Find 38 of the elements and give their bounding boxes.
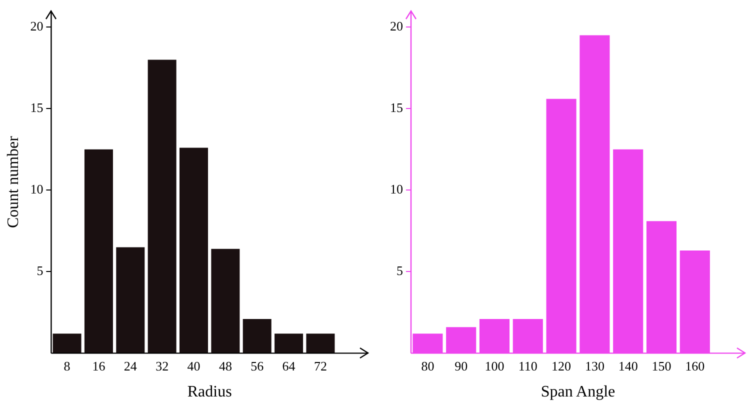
bar xyxy=(148,60,176,354)
y-tick-label: 15 xyxy=(390,100,403,116)
x-tick-label: 56 xyxy=(250,358,264,374)
x-tick-label: 40 xyxy=(187,358,200,374)
x-tick-label: 80 xyxy=(421,358,434,374)
y-tick-label: 5 xyxy=(396,263,403,278)
x-tick-label: 150 xyxy=(652,358,672,374)
x-axis-title: Radius xyxy=(187,384,232,401)
x-tick-label: 16 xyxy=(92,358,106,374)
bar xyxy=(84,149,113,354)
x-tick-label: 160 xyxy=(685,358,705,374)
y-tick-label: 10 xyxy=(390,182,403,197)
x-tick-label: 120 xyxy=(552,358,572,374)
y-tick-label: 10 xyxy=(30,182,44,197)
bar xyxy=(211,248,240,354)
x-tick-label: 100 xyxy=(484,358,504,374)
y-axis-title: Count number xyxy=(4,135,22,228)
bar xyxy=(306,334,335,354)
x-tick-label: 72 xyxy=(314,358,327,374)
x-tick-label: 64 xyxy=(282,358,296,374)
x-tick-label: 130 xyxy=(584,358,604,374)
y-tick-label: 20 xyxy=(30,18,44,34)
bar xyxy=(180,148,208,354)
x-tick-label: 24 xyxy=(124,358,138,374)
x-tick-label: 8 xyxy=(64,358,70,374)
x-tick-label: 90 xyxy=(454,358,468,374)
bar xyxy=(242,318,272,354)
bar xyxy=(116,247,145,354)
x-tick-label: 140 xyxy=(618,358,638,374)
bar xyxy=(52,334,82,354)
bar xyxy=(274,334,304,354)
x-tick-label: 110 xyxy=(518,358,538,374)
x-axis-title: Span Angle xyxy=(540,384,616,401)
y-tick-label: 15 xyxy=(30,100,44,116)
y-tick-label: 20 xyxy=(390,18,403,34)
y-tick-label: 5 xyxy=(36,263,44,278)
x-tick-label: 32 xyxy=(156,358,169,374)
x-tick-label: 48 xyxy=(218,358,232,374)
